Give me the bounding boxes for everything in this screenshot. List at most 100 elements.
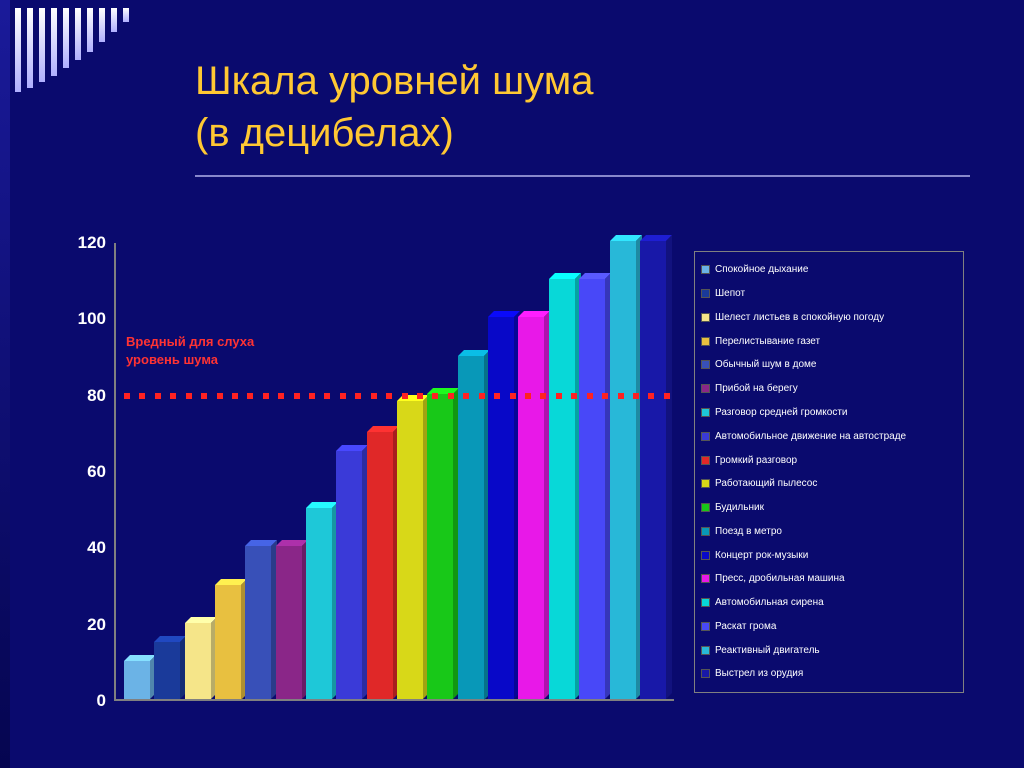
bar — [488, 317, 514, 699]
decorative-bar — [99, 8, 105, 42]
legend-item: Громкий разговор — [701, 455, 957, 466]
bar — [185, 623, 211, 699]
legend-label: Шепот — [715, 288, 745, 299]
legend-swatch-icon — [701, 574, 710, 583]
threshold-dot — [556, 393, 562, 399]
bar — [245, 546, 271, 699]
legend-label: Прибой на берегу — [715, 383, 798, 394]
y-tick-label: 120 — [58, 233, 106, 253]
decorative-bar — [39, 8, 45, 82]
decorative-bar — [75, 8, 81, 60]
threshold-dot — [432, 393, 438, 399]
threshold-dot — [155, 393, 161, 399]
threshold-dot — [386, 393, 392, 399]
legend-swatch-icon — [701, 313, 710, 322]
decorative-bar — [63, 8, 69, 68]
chart-legend: Спокойное дыханиеШепотШелест листьев в с… — [694, 251, 964, 693]
threshold-dot — [263, 393, 269, 399]
legend-item: Работающий пылесос — [701, 478, 957, 489]
noise-chart: 020406080100120 Вредный для слуха уровен… — [58, 243, 964, 733]
y-tick-label: 0 — [58, 691, 106, 711]
threshold-dot — [201, 393, 207, 399]
legend-swatch-icon — [701, 360, 710, 369]
bar — [154, 642, 180, 699]
decorative-bar — [27, 8, 33, 88]
threshold-dot — [402, 393, 408, 399]
threshold-dot — [139, 393, 145, 399]
decorative-bar — [123, 8, 129, 22]
threshold-dot — [587, 393, 593, 399]
legend-swatch-icon — [701, 527, 710, 536]
legend-item: Пресс, дробильная машина — [701, 573, 957, 584]
threshold-dot — [618, 393, 624, 399]
threshold-dot — [124, 393, 130, 399]
bar — [215, 585, 241, 700]
threshold-dot — [294, 393, 300, 399]
bar — [336, 451, 362, 699]
bar — [276, 546, 302, 699]
legend-label: Поезд в метро — [715, 526, 782, 537]
legend-item: Концерт рок-музыки — [701, 550, 957, 561]
threshold-dot — [510, 393, 516, 399]
legend-item: Прибой на берегу — [701, 383, 957, 394]
bar — [640, 241, 666, 699]
bar — [306, 508, 332, 699]
legend-swatch-icon — [701, 479, 710, 488]
legend-item: Поезд в метро — [701, 526, 957, 537]
legend-swatch-icon — [701, 669, 710, 678]
threshold-annotation: Вредный для слуха уровень шума — [126, 333, 254, 368]
threshold-dot — [309, 393, 315, 399]
bar — [610, 241, 636, 699]
threshold-dot — [463, 393, 469, 399]
threshold-dot — [648, 393, 654, 399]
legend-swatch-icon — [701, 432, 710, 441]
threshold-dot — [340, 393, 346, 399]
legend-label: Будильник — [715, 502, 764, 513]
legend-swatch-icon — [701, 456, 710, 465]
y-tick-label: 40 — [58, 538, 106, 558]
legend-label: Реактивный двигатель — [715, 645, 820, 656]
threshold-dot — [664, 393, 670, 399]
threshold-dot — [324, 393, 330, 399]
threshold-dot — [247, 393, 253, 399]
legend-label: Разговор средней громкости — [715, 407, 848, 418]
slide-title: Шкала уровней шума (в децибелах) — [195, 55, 593, 159]
legend-swatch-icon — [701, 337, 710, 346]
bars-row — [124, 241, 666, 699]
legend-swatch-icon — [701, 265, 710, 274]
legend-item: Перелистывание газет — [701, 336, 957, 347]
y-tick-label: 80 — [58, 386, 106, 406]
threshold-dot — [170, 393, 176, 399]
legend-label: Автомобильная сирена — [715, 597, 824, 608]
plot-area — [114, 243, 674, 701]
threshold-dot — [571, 393, 577, 399]
threshold-dot — [278, 393, 284, 399]
threshold-dot — [525, 393, 531, 399]
legend-swatch-icon — [701, 384, 710, 393]
decorative-bar — [51, 8, 57, 76]
legend-item: Обычный шум в доме — [701, 359, 957, 370]
y-tick-label: 60 — [58, 462, 106, 482]
threshold-dot — [186, 393, 192, 399]
y-tick-label: 20 — [58, 615, 106, 635]
legend-swatch-icon — [701, 622, 710, 631]
bar — [397, 401, 423, 699]
legend-label: Пресс, дробильная машина — [715, 573, 845, 584]
threshold-label-2: уровень шума — [126, 351, 254, 369]
threshold-dot — [540, 393, 546, 399]
y-tick-label: 100 — [58, 309, 106, 329]
threshold-dot — [448, 393, 454, 399]
legend-label: Шелест листьев в спокойную погоду — [715, 312, 884, 323]
legend-swatch-icon — [701, 289, 710, 298]
bar — [367, 432, 393, 699]
bar — [549, 279, 575, 699]
threshold-dot — [633, 393, 639, 399]
legend-label: Перелистывание газет — [715, 336, 820, 347]
legend-label: Концерт рок-музыки — [715, 550, 808, 561]
decorative-bar — [111, 8, 117, 32]
bar — [458, 356, 484, 700]
legend-item: Автомобильное движение на автостраде — [701, 431, 957, 442]
legend-swatch-icon — [701, 598, 710, 607]
legend-item: Будильник — [701, 502, 957, 513]
bar — [518, 317, 544, 699]
